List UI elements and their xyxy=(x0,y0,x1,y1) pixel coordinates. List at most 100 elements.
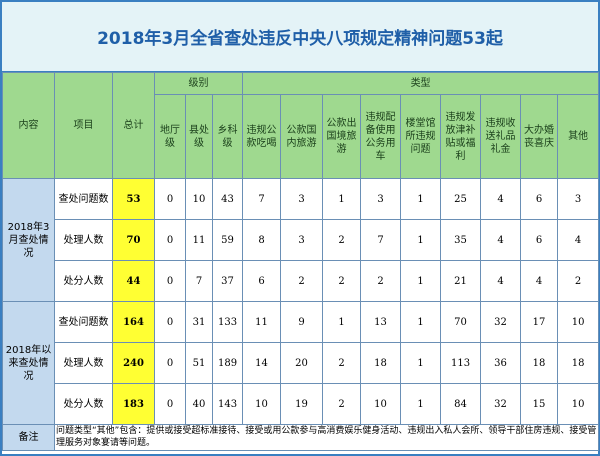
table-cell: 70 xyxy=(440,301,482,343)
table-cell: 53 xyxy=(112,178,155,220)
table-cell: 1 xyxy=(400,342,442,384)
table-cell: 2 xyxy=(360,260,402,302)
table-cell: 2018年3月查处情况 xyxy=(2,178,55,302)
table-cell: 1 xyxy=(400,178,442,220)
table-cell: 4 xyxy=(480,178,522,220)
table-cell: 处理人数 xyxy=(54,219,113,261)
table-cell: 4 xyxy=(480,219,522,261)
table-cell: 25 xyxy=(440,178,482,220)
table-cell: 6 xyxy=(242,260,282,302)
table-cell: 18 xyxy=(360,342,402,384)
table-cell: 70 xyxy=(112,219,155,261)
table-cell: 183 xyxy=(112,383,155,425)
table-cell: 17 xyxy=(520,301,559,343)
table-cell: 133 xyxy=(211,301,244,343)
table-cell: 84 xyxy=(440,383,482,425)
table-cell: 14 xyxy=(242,342,282,384)
table-row: 处理人数 70 0 11 59 8 3 2 7 1 35 4 6 4 xyxy=(3,219,600,261)
table-cell: 2 xyxy=(322,260,362,302)
table-cell: 公款出国境旅游 xyxy=(322,94,362,179)
table-cell: 2018年以来查处情况 xyxy=(2,301,55,425)
table-cell: 查处问题数 xyxy=(54,178,113,220)
table-cell: 处分人数 xyxy=(54,383,113,425)
table-cell: 2 xyxy=(322,342,362,384)
table-row: 处分人数 183 0 40 143 10 19 2 10 1 84 32 15 10 xyxy=(3,383,600,425)
table-cell: 0 xyxy=(154,219,186,261)
table-cell: 4 xyxy=(520,260,559,302)
table-cell: 7 xyxy=(242,178,282,220)
table-cell: 18 xyxy=(557,342,600,384)
table-cell: 2 xyxy=(557,260,600,302)
table-cell: 0 xyxy=(154,342,186,384)
table-cell: 35 xyxy=(440,219,482,261)
table-cell: 2 xyxy=(322,383,362,425)
table-cell: 4 xyxy=(557,219,600,261)
table-cell: 18 xyxy=(520,342,559,384)
table-cell: 1 xyxy=(400,301,442,343)
table-cell: 违规收送礼品礼金 xyxy=(480,94,522,179)
table-cell: 59 xyxy=(211,219,244,261)
table-cell: 10 xyxy=(360,383,402,425)
table-cell: 164 xyxy=(112,301,155,343)
table-row: 内容 项目 总计 级别 类型 xyxy=(2,72,600,179)
table-row: 处理人数 240 0 51 189 14 20 2 18 1 113 36 18 18 xyxy=(3,342,600,384)
table-cell: 1 xyxy=(400,219,442,261)
table-cell: 公款国内旅游 xyxy=(280,94,324,179)
table-cell: 10 xyxy=(557,383,600,425)
table-cell: 9 xyxy=(280,301,324,343)
table-cell: 处理人数 xyxy=(54,342,113,384)
table-cell: 189 xyxy=(211,342,244,384)
table-cell: 1 xyxy=(322,301,362,343)
table-cell: 0 xyxy=(154,301,186,343)
table-cell: 备注 xyxy=(2,424,55,451)
title: 2018年3月全省查处违反中央八项规定精神问题53起 xyxy=(2,2,598,72)
table-cell: 2 xyxy=(322,219,362,261)
table-cell: 19 xyxy=(280,383,324,425)
table-row: 处分人数 44 0 7 37 6 2 2 2 1 21 4 4 2 xyxy=(3,260,600,302)
table-cell: 级别 xyxy=(153,72,244,95)
table-cell: 3 xyxy=(280,178,324,220)
table-row: 备注 问题类型“其他”包含：提供或接受超标准接待、接受或用公款参与高消费娱乐健身活… xyxy=(2,424,600,451)
table-cell: 1 xyxy=(400,383,442,425)
table-cell: 7 xyxy=(185,260,213,302)
table-row: 2018年以来查处情况 查处问题数 164 0 31 133 11 9 1 13 1 70 32 17 10 xyxy=(2,301,600,425)
table-cell: 楼堂馆所违规问题 xyxy=(400,94,442,179)
table-cell: 3 xyxy=(360,178,402,220)
table-cell: 乡科级 xyxy=(211,94,244,179)
table-cell: 内容 xyxy=(2,72,55,179)
table-row: 地厅级 县处级 乡科级 违规公款吃喝 公款国内旅游 公款出国境旅游 违规配备使用公务用车 楼堂… xyxy=(3,94,600,179)
table-cell: 10 xyxy=(242,383,282,425)
table-cell: 地厅级 xyxy=(154,94,186,179)
table-cell: 问题类型“其他”包含：提供或接受超标准接待、接受或用公款参与高消费娱乐健身活动、… xyxy=(53,424,600,451)
table-cell: 0 xyxy=(154,260,186,302)
table-cell: 3 xyxy=(557,178,600,220)
table-cell: 13 xyxy=(360,301,402,343)
table-cell: 11 xyxy=(242,301,282,343)
table-cell: 15 xyxy=(520,383,559,425)
table-cell: 44 xyxy=(112,260,155,302)
table-cell: 40 xyxy=(185,383,213,425)
table-cell: 6 xyxy=(520,178,559,220)
table-cell: 10 xyxy=(557,301,600,343)
table-cell: 0 xyxy=(154,178,186,220)
table-cell: 查处问题数 xyxy=(54,301,113,343)
table-cell: 32 xyxy=(480,301,522,343)
table-cell: 4 xyxy=(480,260,522,302)
table-cell: 总计 xyxy=(112,72,155,179)
table-cell: 32 xyxy=(480,383,522,425)
table-cell: 0 xyxy=(154,383,186,425)
table-cell: 县处级 xyxy=(185,94,213,179)
table-cell: 10 xyxy=(185,178,213,220)
table-cell: 20 xyxy=(280,342,324,384)
table-cell: 1 xyxy=(322,178,362,220)
table-cell: 113 xyxy=(440,342,482,384)
table-cell: 大办婚丧喜庆 xyxy=(520,94,559,179)
table-cell: 6 xyxy=(520,219,559,261)
table-cell: 143 xyxy=(211,383,244,425)
table-cell: 21 xyxy=(440,260,482,302)
table-cell: 项目 xyxy=(54,72,113,179)
table-cell: 36 xyxy=(480,342,522,384)
table-cell: 7 xyxy=(360,219,402,261)
table-cell: 37 xyxy=(211,260,244,302)
table-cell: 违规发放津补贴或福利 xyxy=(440,94,482,179)
